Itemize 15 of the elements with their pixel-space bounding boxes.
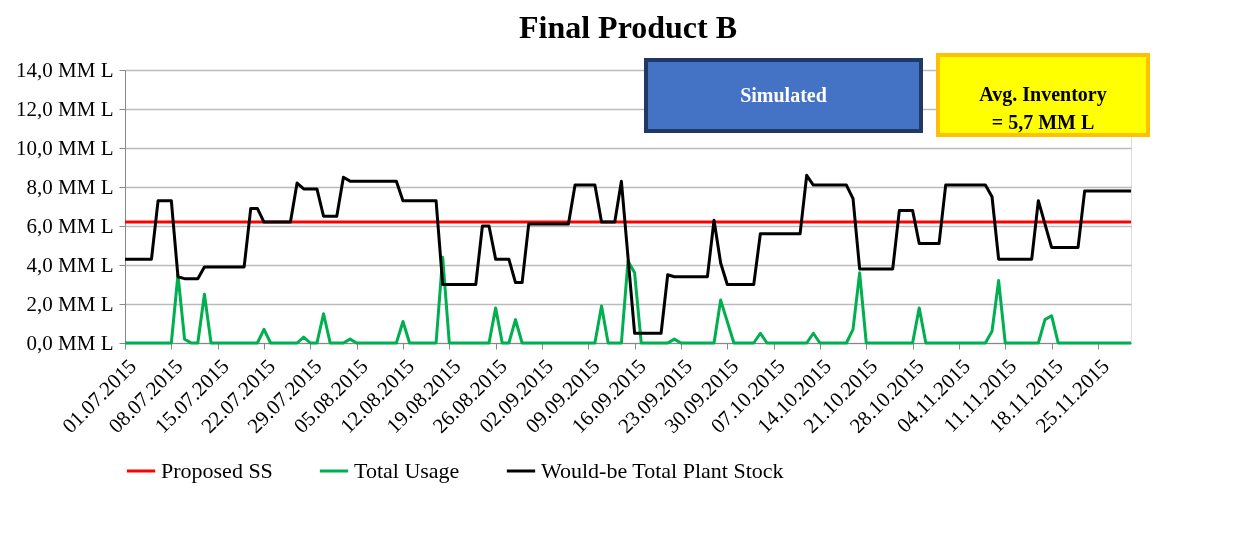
y-tick-label: 8,0 MM L xyxy=(26,174,114,199)
legend-label: Total Usage xyxy=(354,458,460,483)
legend-label: Would-be Total Plant Stock xyxy=(541,458,784,483)
y-tick-label: 12,0 MM L xyxy=(16,96,114,121)
y-tick-label: 0,0 MM L xyxy=(26,330,114,355)
y-tick-label: 4,0 MM L xyxy=(26,252,114,277)
chart-title: Final Product B xyxy=(518,9,738,45)
y-tick-label: 14,0 MM L xyxy=(16,57,114,82)
line-series xyxy=(123,173,1133,335)
y-tick-label: 6,0 MM L xyxy=(26,213,114,238)
legend-label: Proposed SS xyxy=(161,458,273,483)
y-tick-label: 2,0 MM L xyxy=(26,291,114,316)
annotation: Simulated xyxy=(740,83,827,106)
y-tick-label: 10,0 MM L xyxy=(16,135,114,160)
annotation: Avg. Inventory = 5,7 MM L xyxy=(979,83,1107,133)
